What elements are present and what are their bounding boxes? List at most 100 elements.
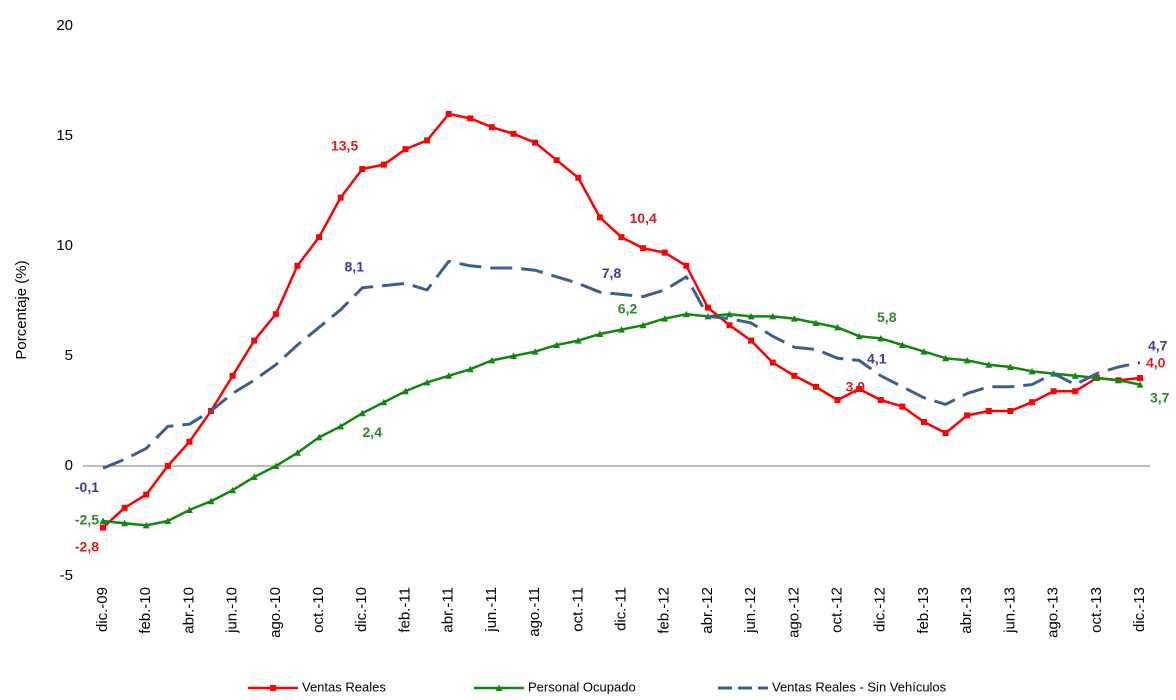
marker: [293, 449, 301, 456]
x-tick-label: feb.-10: [137, 587, 154, 634]
marker: [618, 326, 625, 333]
marker: [683, 262, 690, 269]
marker: [855, 332, 863, 340]
marker: [1028, 399, 1035, 406]
y-tick-label: 5: [65, 347, 73, 364]
marker: [229, 486, 237, 494]
marker: [856, 386, 863, 392]
marker: [143, 491, 150, 498]
y-tick-label: -5: [60, 567, 73, 584]
x-tick-label: ago.-11: [526, 587, 543, 637]
data-label: 13,5: [331, 138, 358, 154]
marker: [553, 341, 561, 348]
marker: [985, 361, 993, 368]
marker: [251, 337, 258, 344]
x-tick-label: oct.-10: [310, 587, 327, 633]
marker: [769, 312, 777, 320]
marker: [898, 341, 906, 348]
legend-label: Personal Ocupado: [528, 679, 636, 694]
marker: [942, 354, 950, 362]
data-label: 6,2: [618, 300, 638, 316]
marker: [877, 397, 884, 403]
marker: [445, 111, 452, 117]
data-label: -0,1: [75, 479, 99, 495]
x-tick-label: oct.-13: [1088, 587, 1105, 633]
marker: [1093, 374, 1101, 381]
marker: [1007, 408, 1014, 414]
marker: [466, 365, 474, 373]
marker: [1072, 388, 1079, 395]
legend-label: Ventas Reales: [302, 679, 386, 694]
marker: [920, 348, 928, 355]
marker: [790, 315, 798, 322]
data-label: 3,7: [1150, 389, 1170, 405]
marker: [747, 312, 755, 320]
marker: [402, 146, 409, 153]
marker: [574, 337, 582, 344]
x-tick-label: abr.-13: [958, 587, 975, 634]
marker: [358, 409, 366, 417]
marker: [424, 137, 431, 144]
marker: [510, 130, 517, 137]
x-tick-label: jun.-12: [742, 587, 759, 634]
data-label: 8,1: [345, 259, 365, 275]
marker: [488, 356, 496, 364]
data-label: 4,7: [1148, 337, 1168, 353]
series-line: [102, 259, 1141, 470]
marker: [812, 319, 820, 326]
marker: [272, 311, 279, 318]
marker: [1114, 376, 1122, 384]
x-tick-label: feb.-11: [396, 587, 413, 633]
x-tick-label: ago.-13: [1045, 587, 1062, 638]
y-tick-label: 20: [56, 17, 73, 34]
data-label: 4,0: [1146, 355, 1166, 371]
marker: [1136, 381, 1144, 388]
data-label: 10,4: [630, 210, 657, 226]
marker: [164, 463, 171, 469]
marker: [401, 387, 409, 395]
marker: [640, 245, 647, 252]
marker: [553, 157, 560, 164]
marker: [618, 234, 625, 241]
marker: [596, 214, 603, 221]
legend-marker: [495, 684, 503, 691]
marker: [920, 419, 927, 425]
marker: [272, 462, 280, 469]
x-tick-label: ago.-10: [267, 587, 284, 638]
marker: [964, 412, 971, 419]
marker: [661, 315, 669, 322]
y-tick-label: 0: [65, 457, 73, 474]
marker: [661, 249, 668, 256]
marker: [121, 519, 129, 527]
marker: [337, 194, 344, 201]
marker: [294, 262, 301, 269]
x-tick-label: oct.-12: [829, 587, 846, 633]
x-tick-label: oct.-11: [569, 587, 586, 632]
marker: [359, 166, 366, 172]
data-label: -2,8: [75, 538, 99, 554]
marker: [682, 310, 690, 318]
marker: [142, 521, 150, 529]
marker: [726, 322, 733, 329]
marker: [229, 372, 236, 379]
data-label: 7,8: [602, 265, 622, 281]
data-label: 2,4: [363, 424, 383, 440]
marker: [100, 524, 106, 531]
x-tick-label: dic.-12: [872, 587, 889, 632]
marker: [380, 161, 387, 168]
data-label: 3,0: [846, 379, 866, 395]
marker: [207, 497, 215, 505]
marker: [985, 408, 992, 414]
data-label: 4,1: [867, 351, 887, 367]
y-tick-label: 10: [56, 237, 73, 254]
marker: [337, 422, 345, 430]
marker: [748, 337, 755, 344]
marker: [1006, 363, 1014, 370]
marker: [316, 234, 323, 241]
x-tick-label: abr.-10: [180, 587, 197, 634]
marker: [834, 397, 841, 403]
marker: [186, 438, 193, 445]
y-axis-label: Porcentaje (%): [13, 260, 30, 359]
x-tick-label: jun.-10: [224, 587, 241, 634]
